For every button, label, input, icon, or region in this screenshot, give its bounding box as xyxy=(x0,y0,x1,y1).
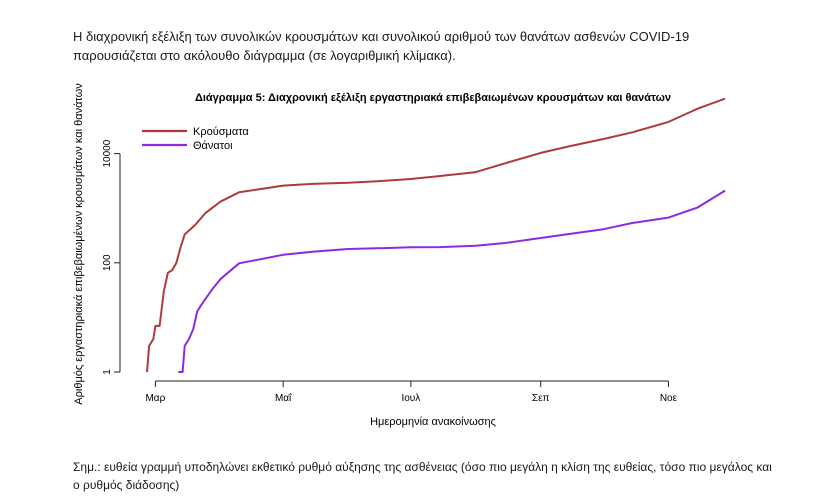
y-axis-label: Αριθμός εργαστηριακά επιβεβαιωμένων κρου… xyxy=(73,83,85,405)
x-tick-label: Μαρ xyxy=(145,393,165,404)
x-tick-label: Σεπ xyxy=(532,393,550,404)
series-line-2 xyxy=(178,189,726,373)
legend-label-2: Θάνατοι xyxy=(193,140,233,152)
x-tick-label: Ιουλ xyxy=(401,393,420,404)
legend-label-1: Κρούσματα xyxy=(193,126,249,138)
chart-title: Διάγραμμα 5: Διαχρονική εξέλιξη εργαστηρ… xyxy=(195,92,671,104)
y-tick-label: 1 xyxy=(102,369,113,375)
series-line-1 xyxy=(146,97,726,373)
x-tick-label: Μαΐ xyxy=(275,392,292,404)
intro-paragraph: Η διαχρονική εξέλιξη των συνολικών κρουσ… xyxy=(73,29,690,63)
y-tick-label: 10000 xyxy=(102,139,113,167)
x-axis-label: Ημερομηνία ανακοίνωσης xyxy=(370,416,496,428)
y-tick-label: 100 xyxy=(102,254,113,271)
footnote: Σημ.: ευθεία γραμμή υποδηλώνει εκθετικό … xyxy=(73,460,772,492)
x-tick-label: Νοε xyxy=(660,393,678,404)
